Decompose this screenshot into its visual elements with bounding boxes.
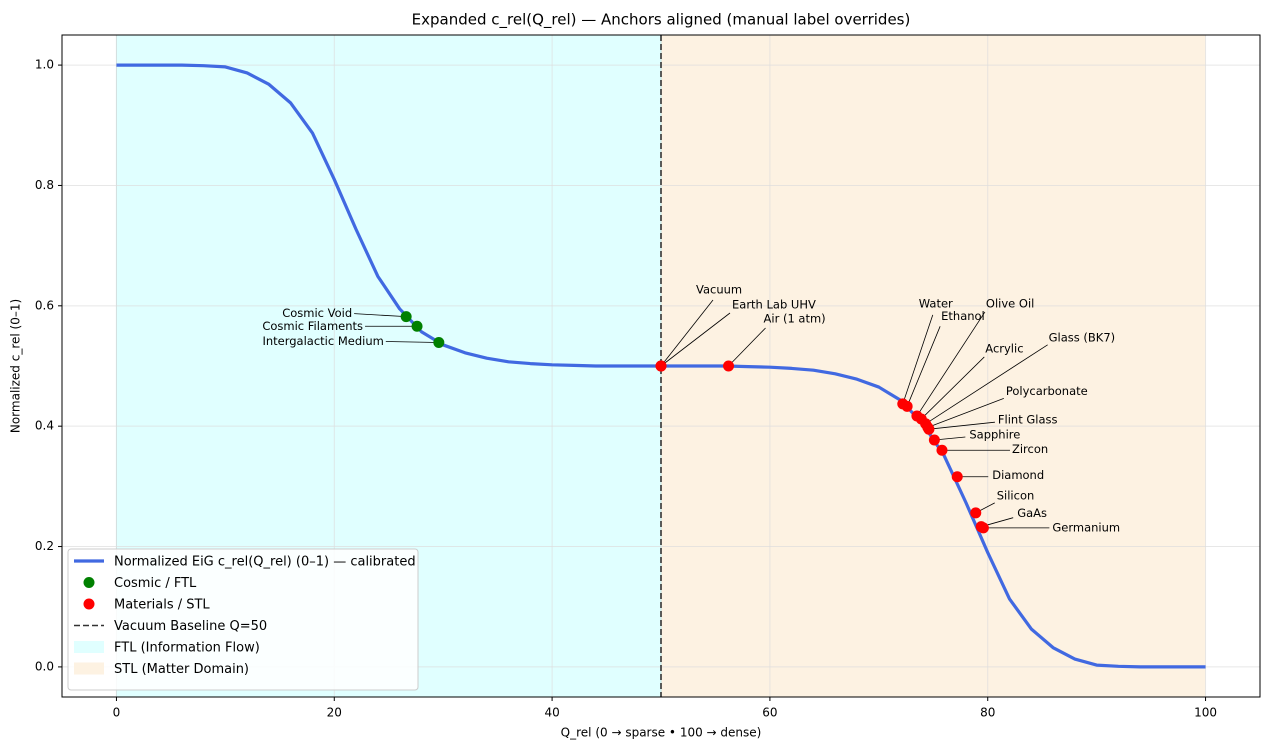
- annotation: Vacuum: [696, 283, 742, 297]
- annotation-line: [354, 313, 407, 318]
- y-tick-label: 0.4: [35, 419, 54, 433]
- legend-box: [67, 548, 419, 691]
- x-tick-label: 80: [980, 706, 995, 720]
- point: [923, 423, 935, 435]
- annotation-line: [916, 311, 986, 417]
- annotation: Flint Glass: [998, 413, 1058, 427]
- annotation: Polycarbonate: [1006, 384, 1088, 398]
- annotation: Air (1 atm): [764, 312, 826, 326]
- legend-label: Cosmic / FTL: [114, 576, 197, 591]
- point: [951, 471, 963, 483]
- legend-label: STL (Matter Domain): [114, 662, 249, 677]
- legend: Normalized EiG c_rel(Q_rel) (0–1) — cali…: [67, 548, 419, 691]
- y-axis-label: Normalized c_rel (0–1): [9, 299, 23, 433]
- annotation: Cosmic Filaments: [262, 319, 363, 333]
- annotation-line: [728, 327, 766, 367]
- legend-label: FTL (Information Flow): [114, 641, 260, 656]
- annotation: Zircon: [1012, 442, 1048, 456]
- annotation-line: [925, 344, 1048, 425]
- annotation: Cosmic Void: [282, 306, 352, 320]
- annotation: Silicon: [997, 488, 1035, 502]
- y-tick-label: 0.0: [35, 659, 54, 673]
- y-tick-label: 0.8: [35, 178, 54, 192]
- point: [970, 507, 982, 519]
- x-tick-label: 0: [113, 706, 121, 720]
- plot-frame: [61, 34, 1261, 698]
- point: [936, 444, 948, 456]
- x-axis-label: Q_rel (0 → sparse • 100 → dense): [561, 726, 762, 740]
- legend-label: Normalized EiG c_rel(Q_rel) (0–1) — cali…: [114, 555, 416, 570]
- annotation: Acrylic: [985, 341, 1023, 355]
- annotation-line: [660, 312, 731, 367]
- legend-label: Materials / STL: [114, 598, 210, 613]
- annotation-line: [921, 356, 985, 420]
- x-tick-label: 20: [327, 706, 342, 720]
- annotation-line: [906, 326, 941, 407]
- x-tick-label: 100: [1194, 706, 1217, 720]
- annotation: Ethanol: [941, 309, 985, 323]
- annotation: Glass (BK7): [1049, 330, 1116, 344]
- annotation-line: [902, 314, 934, 405]
- point: [977, 522, 989, 534]
- annotation: Diamond: [992, 468, 1044, 482]
- legend-swatch: [83, 598, 95, 610]
- annotation-line: [660, 299, 714, 367]
- annotation: Germanium: [1052, 520, 1120, 534]
- annotation: Earth Lab UHV: [732, 298, 816, 312]
- y-tick-label: 0.6: [35, 298, 54, 312]
- annotation: GaAs: [1017, 506, 1047, 520]
- legend-swatch: [74, 662, 104, 675]
- legend-swatch: [83, 577, 95, 588]
- legend-swatch: [74, 641, 104, 653]
- point: [400, 311, 412, 323]
- legend-label: Vacuum Baseline Q=50: [114, 619, 267, 634]
- annotation: Intergalactic Medium: [262, 334, 383, 348]
- point: [723, 360, 735, 372]
- chart-title: Expanded c_rel(Q_rel) — Anchors aligned …: [412, 11, 911, 30]
- annotation-line: [928, 421, 995, 430]
- y-tick-label: 1.0: [35, 58, 54, 72]
- x-tick-label: 60: [762, 706, 777, 720]
- point: [655, 360, 667, 372]
- annotation: Sapphire: [969, 428, 1020, 442]
- point: [928, 434, 940, 446]
- annotation-line: [385, 341, 439, 343]
- point: [901, 400, 913, 412]
- annotation: Olive Oil: [986, 296, 1034, 310]
- point: [433, 337, 445, 349]
- annotation: Water: [919, 296, 953, 310]
- annotation-line: [927, 398, 1004, 428]
- y-tick-label: 0.2: [35, 539, 54, 553]
- x-tick-label: 40: [544, 706, 559, 720]
- point: [411, 320, 423, 332]
